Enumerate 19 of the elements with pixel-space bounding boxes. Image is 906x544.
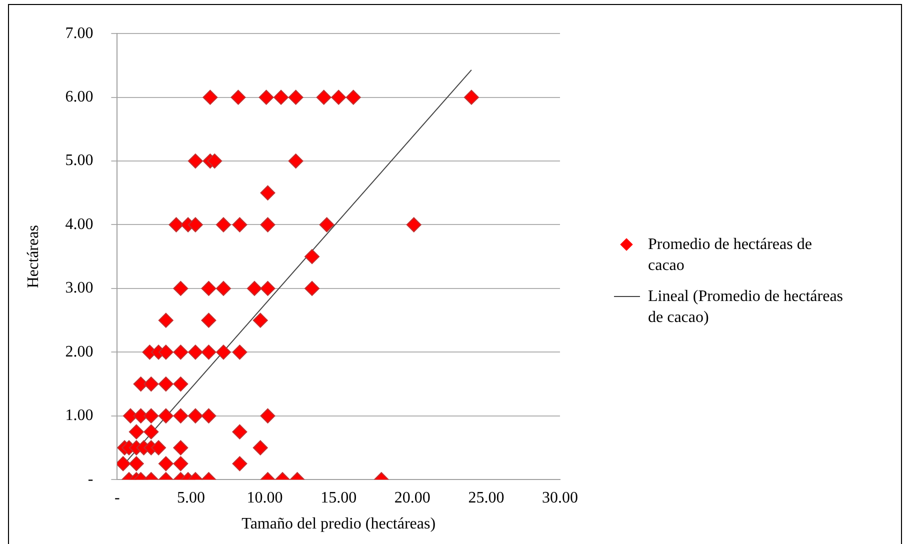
y-tick-label: 6.00 [65,88,94,106]
legend-label: Promedio de hectáreas de cacao [648,235,813,276]
y-tick-label: 2.00 [65,343,94,360]
y-tick-label: - [88,470,94,488]
x-axis-title: Tamaño del predio (hectáreas) [242,516,436,533]
y-axis-title: Hectáreas [24,225,42,288]
x-tick-label: 20.00 [394,489,430,506]
y-tick-label: 7.00 [65,24,94,42]
legend-label: Lineal (Promedio de hectáreas de cacao) [648,287,844,328]
x-tick-label: 25.00 [468,489,504,506]
y-tick-label: 1.00 [65,407,94,424]
x-tick-label: 30.00 [542,489,578,506]
y-tick-label: 3.00 [65,280,94,297]
y-tick-label: 5.00 [65,152,94,170]
x-tick-label: 5.00 [177,489,205,506]
x-tick-label: 15.00 [320,489,357,506]
x-tick-label: 10.00 [246,489,283,506]
y-tick-label: 4.00 [65,216,94,233]
x-tick-label: - [114,489,120,506]
